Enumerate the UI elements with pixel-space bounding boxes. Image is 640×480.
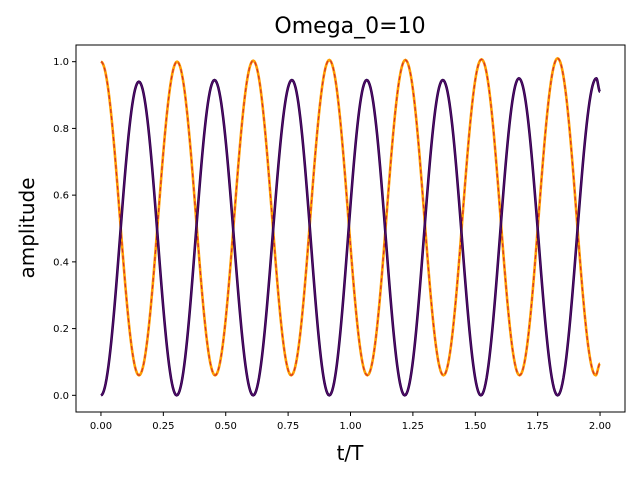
x-tick-label: 2.00 bbox=[589, 421, 611, 432]
x-tick-label: 0.00 bbox=[90, 421, 112, 432]
y-tick-label: 0.4 bbox=[53, 257, 69, 268]
series-red-dashed-line bbox=[100, 57, 601, 376]
y-axis-title: amplitude bbox=[15, 177, 39, 278]
x-tick-label: 0.50 bbox=[215, 421, 237, 432]
y-tick-label: 0.2 bbox=[53, 324, 69, 335]
x-axis-title: t/T bbox=[337, 441, 365, 465]
x-tick-label: 1.00 bbox=[339, 421, 361, 432]
y-tick-label: 1.0 bbox=[53, 57, 69, 68]
y-tick-label: 0.0 bbox=[53, 391, 69, 402]
series-magenta-overlay-line bbox=[100, 77, 601, 396]
y-tick-label: 0.6 bbox=[53, 191, 69, 202]
x-tick-label: 1.25 bbox=[402, 421, 424, 432]
x-tick-label: 1.50 bbox=[464, 421, 486, 432]
plot-area: 0.00 0.25 0.50 0.75 1.00 1.25 1.50 1.75 2.00 0.0 0… bbox=[53, 44, 626, 432]
y-tick-label: 0.8 bbox=[53, 124, 69, 135]
x-tick-label: 0.25 bbox=[152, 421, 174, 432]
chart-title: Omega_0=10 bbox=[274, 14, 425, 39]
x-tick-label: 1.75 bbox=[527, 421, 549, 432]
x-tick-label: 0.75 bbox=[277, 421, 299, 432]
